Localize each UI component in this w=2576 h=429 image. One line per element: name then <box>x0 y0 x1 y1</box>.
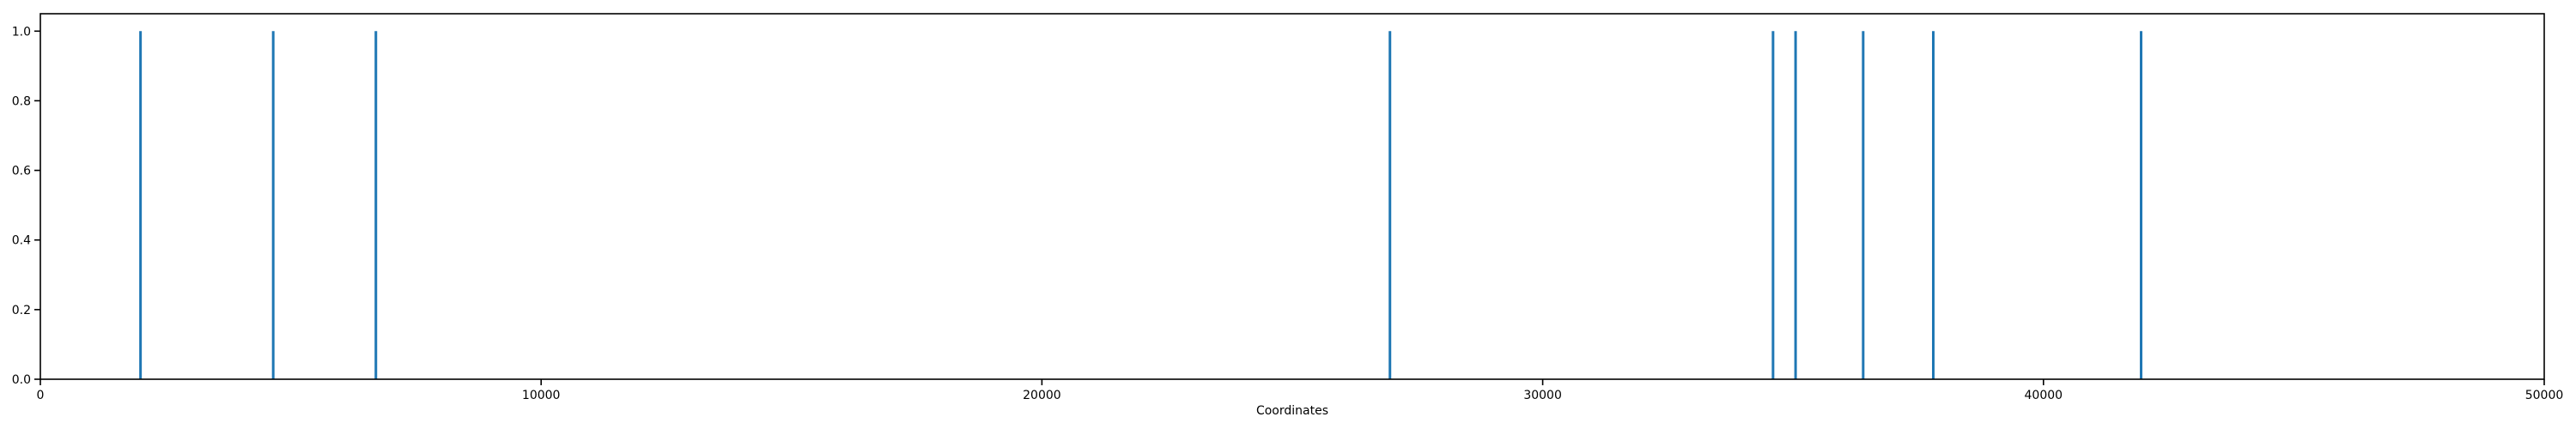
y-tick-label-3: 0.6 <box>12 165 31 178</box>
x-tick-label-1: 10000 <box>522 389 561 402</box>
y-tick-label-5: 1.0 <box>12 25 31 39</box>
y-tick-label-4: 0.8 <box>12 94 31 108</box>
x-tick-label-2: 20000 <box>1023 389 1061 402</box>
x-tick-label-5: 50000 <box>2525 389 2564 402</box>
x-tick-label-0: 0 <box>37 389 45 402</box>
y-tick-label-2: 0.4 <box>12 234 31 248</box>
x-axis-label: Coordinates <box>1256 404 1328 418</box>
y-tick-label-0: 0.0 <box>12 373 31 387</box>
axes-frame <box>39 13 2545 380</box>
chart-marks <box>139 31 2143 379</box>
y-tick-label-1: 0.2 <box>12 304 31 317</box>
chart-ticks: 0 10000 20000 30000 40000 50000 0.0 0.2 0.4 0.6 0.… <box>12 25 2564 402</box>
x-tick-label-3: 30000 <box>1523 389 1562 402</box>
x-tick-label-4: 40000 <box>2025 389 2063 402</box>
